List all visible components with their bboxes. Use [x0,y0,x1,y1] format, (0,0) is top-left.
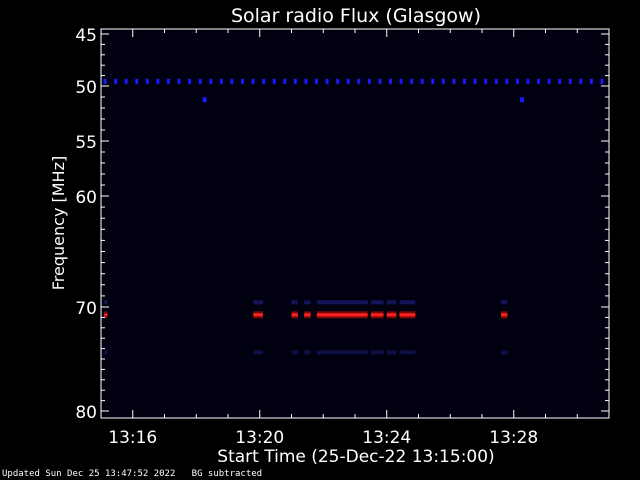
halo-69mhz [304,300,311,305]
footer-updated: Updated Sun Dec 25 13:47:52 2022 [2,469,176,479]
band-dot-50mhz [589,78,593,84]
band-dot-50mhz [304,78,308,84]
halo-74mhz [501,350,508,355]
band-dot-50mhz [420,78,424,84]
halo-69mhz [253,300,263,305]
y-tick-label: 50 [75,78,97,98]
plot-area [100,28,610,419]
x-tick-label: 13:16 [108,428,157,448]
halo-74mhz [304,350,311,355]
band-dot-50mhz [515,78,519,84]
tick-layer: 45 50 55 60 70 80 13:16 13:20 13:24 13:28 [75,26,610,448]
band-dot-50mhz [367,78,371,84]
halo-74mhz [253,350,263,355]
band-dot-50mhz [293,78,297,84]
halo-74mhz [399,350,416,355]
halo-74mhz [386,350,397,355]
band-dot-50mhz [579,78,583,84]
band-dot-50mhz [209,78,213,84]
band-dot-50mhz [346,78,350,84]
halo-74mhz [104,350,108,355]
emission-71mhz [304,313,311,317]
halo-69mhz [291,300,298,305]
band-layer [103,78,604,355]
x-tick-label: 13:20 [235,428,284,448]
band-dot-50mhz [431,78,435,84]
halo-69mhz [386,300,397,305]
halo-69mhz [316,300,368,305]
emission-71mhz [316,313,368,317]
band-dot-50mhz [441,78,445,84]
band-dot-50mhz [568,78,572,84]
x-tick-label: 13:24 [362,428,411,448]
y-axis-label: Frequency [MHz] [49,156,68,290]
band-dot-50mhz [537,78,541,84]
band-dot-50mhz [135,78,139,84]
band-dot-50mhz [505,78,509,84]
band-dot-50mhz [336,78,340,84]
x-tick-label: 13:28 [489,428,538,448]
band-dot-50mhz [494,78,498,84]
chart-title: Solar radio Flux (Glasgow) [231,5,481,27]
band-dot-50mhz [558,78,562,84]
band-dot-50mhz [314,78,318,84]
band-dot-50mhz [145,78,149,84]
y-tick-label: 70 [75,299,97,319]
band-dot-50mhz [124,78,128,84]
band-dot-50mhz [473,78,477,84]
halo-74mhz [316,350,368,355]
band-dot-50mhz [198,78,202,84]
band-dot-50mhz [452,78,456,84]
band-dot-50mhz [177,78,181,84]
halo-69mhz [104,300,108,305]
band-dot-50mhz [219,78,223,84]
halo-69mhz [370,300,384,305]
y-tick-label: 80 [75,403,97,423]
y-tick-label: 55 [75,133,97,153]
band-dot-50mhz [526,78,530,84]
emission-71mhz [291,313,298,317]
halo-69mhz [501,300,508,305]
band-dot-50mhz [114,78,118,84]
emission-71mhz [386,313,397,317]
emission-71mhz [104,313,108,317]
band-dot-50mhz [378,78,382,84]
spot-51mhz [520,97,525,103]
band-dot-50mhz [547,78,551,84]
band-dot-50mhz [463,78,467,84]
band-dot-50mhz [230,78,234,84]
emission-71mhz [399,313,416,317]
band-dot-50mhz [389,78,393,84]
band-dot-50mhz [357,78,361,84]
x-axis-label: Start Time (25-Dec-22 13:15:00) [217,447,494,467]
footer: Updated Sun Dec 25 13:47:52 2022 BG subt… [2,469,262,479]
spot-51mhz [202,97,207,103]
y-tick-label: 60 [75,188,97,208]
band-dot-50mhz [251,78,255,84]
band-dot-50mhz [240,78,244,84]
band-dot-50mhz [600,78,604,84]
halo-74mhz [291,350,298,355]
band-dot-50mhz [283,78,287,84]
band-dot-50mhz [166,78,170,84]
band-dot-50mhz [410,78,414,84]
band-dot-50mhz [262,78,266,84]
band-dot-50mhz [156,78,160,84]
halo-69mhz [399,300,416,305]
y-tick-label: 45 [75,26,97,46]
band-dot-50mhz [103,78,107,84]
band-dot-50mhz [325,78,329,84]
emission-71mhz [501,313,508,317]
emission-71mhz [253,313,263,317]
footer-note: BG subtracted [191,469,263,479]
emission-71mhz [370,313,384,317]
band-dot-50mhz [188,78,192,84]
band-dot-50mhz [484,78,488,84]
halo-74mhz [370,350,384,355]
band-dot-50mhz [399,78,403,84]
band-dot-50mhz [272,78,276,84]
